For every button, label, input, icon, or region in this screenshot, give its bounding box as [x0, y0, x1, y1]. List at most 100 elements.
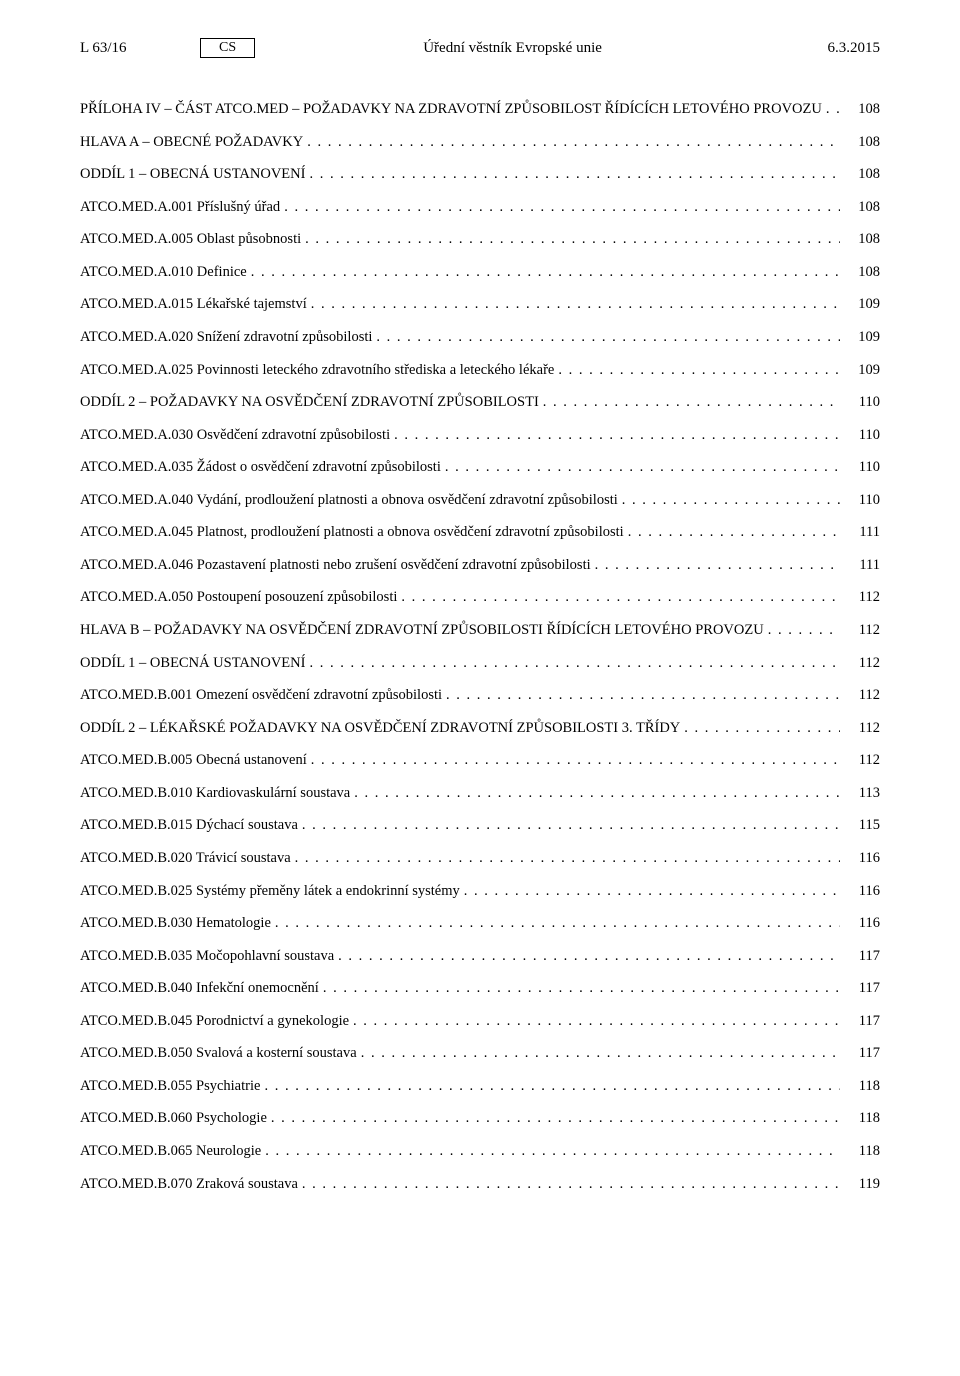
toc-entry-page: 110: [844, 426, 880, 446]
toc-entry-label: ATCO.MED.B.015 Dýchací soustava: [80, 816, 298, 836]
toc-entry-label: ATCO.MED.A.045 Platnost, prodloužení pla…: [80, 523, 624, 543]
toc-entry-label: ATCO.MED.B.040 Infekční onemocnění: [80, 979, 319, 999]
toc-entry-page: 112: [844, 588, 880, 608]
toc-entry-page: 112: [844, 654, 880, 674]
header-left: L 63/16: [80, 40, 180, 57]
toc-leader: [826, 100, 840, 120]
toc-entry-page: 117: [844, 1012, 880, 1032]
toc-entry: HLAVA A – OBECNÉ POŽADAVKY108: [80, 133, 880, 153]
toc-entry: ATCO.MED.A.035 Žádost o osvědčení zdravo…: [80, 458, 880, 478]
toc-entry-label: ATCO.MED.A.046 Pozastavení platnosti neb…: [80, 556, 591, 576]
toc-entry-page: 112: [844, 719, 880, 739]
toc-entry-label: ATCO.MED.B.010 Kardiovaskulární soustava: [80, 784, 350, 804]
toc-leader: [446, 686, 840, 706]
toc-entry-label: ATCO.MED.B.005 Obecná ustanovení: [80, 751, 307, 771]
toc-entry-label: ODDÍL 2 – POŽADAVKY NA OSVĚDČENÍ ZDRAVOT…: [80, 393, 539, 413]
toc-entry: ATCO.MED.B.030 Hematologie116: [80, 914, 880, 934]
toc-entry-label: ATCO.MED.B.025 Systémy přeměny látek a e…: [80, 882, 460, 902]
toc-entry: PŘÍLOHA IV – ČÁST ATCO.MED – POŽADAVKY N…: [80, 100, 880, 120]
toc-entry: ODDÍL 2 – POŽADAVKY NA OSVĚDČENÍ ZDRAVOT…: [80, 393, 880, 413]
toc-leader: [361, 1044, 840, 1064]
toc-entry: ATCO.MED.A.005 Oblast působnosti108: [80, 230, 880, 250]
toc-entry: ODDÍL 1 – OBECNÁ USTANOVENÍ 108: [80, 165, 880, 185]
toc-leader: [251, 263, 840, 283]
toc-entry-page: 116: [844, 849, 880, 869]
toc-entry: ATCO.MED.B.055 Psychiatrie118: [80, 1077, 880, 1097]
toc-entry: HLAVA B – POŽADAVKY NA OSVĚDČENÍ ZDRAVOT…: [80, 621, 880, 641]
toc-entry-label: HLAVA A – OBECNÉ POŽADAVKY: [80, 133, 303, 153]
toc-entry-page: 108: [844, 263, 880, 283]
toc-entry-page: 111: [844, 556, 880, 576]
toc-entry: ATCO.MED.B.035 Močopohlavní soustava 117: [80, 947, 880, 967]
toc-entry-label: HLAVA B – POŽADAVKY NA OSVĚDČENÍ ZDRAVOT…: [80, 621, 764, 641]
toc-entry-page: 108: [844, 165, 880, 185]
toc-leader: [265, 1142, 840, 1162]
toc-entry-label: ATCO.MED.B.065 Neurologie: [80, 1142, 261, 1162]
toc-leader: [543, 393, 840, 413]
toc-entry: ATCO.MED.A.050 Postoupení posouzení způs…: [80, 588, 880, 608]
toc-entry: ODDÍL 1 – OBECNÁ USTANOVENÍ112: [80, 654, 880, 674]
toc-leader: [768, 621, 840, 641]
toc-entry-label: ATCO.MED.B.060 Psychologie: [80, 1109, 267, 1129]
toc-leader: [323, 979, 840, 999]
toc-leader: [595, 556, 840, 576]
toc-entry: ATCO.MED.B.060 Psychologie118: [80, 1109, 880, 1129]
toc-entry-label: ATCO.MED.B.035 Močopohlavní soustava: [80, 947, 334, 967]
toc-entry-page: 118: [844, 1077, 880, 1097]
toc-entry: ATCO.MED.B.050 Svalová a kosterní sousta…: [80, 1044, 880, 1064]
toc-entry: ATCO.MED.B.025 Systémy přeměny látek a e…: [80, 882, 880, 902]
toc-entry-page: 108: [844, 100, 880, 120]
toc-entry-page: 110: [844, 458, 880, 478]
toc-entry-page: 117: [844, 979, 880, 999]
toc-entry-page: 112: [844, 621, 880, 641]
toc-entry-label: ODDÍL 1 – OBECNÁ USTANOVENÍ: [80, 165, 305, 185]
toc-entry: ATCO.MED.B.001 Omezení osvědčení zdravot…: [80, 686, 880, 706]
toc-entry: ATCO.MED.A.030 Osvědčení zdravotní způso…: [80, 426, 880, 446]
toc-entry: ATCO.MED.A.045 Platnost, prodloužení pla…: [80, 523, 880, 543]
toc-leader: [401, 588, 840, 608]
toc-entry-page: 115: [844, 816, 880, 836]
toc-leader: [558, 361, 840, 381]
toc-entry-page: 112: [844, 686, 880, 706]
toc-entry: ATCO.MED.A.025 Povinnosti leteckého zdra…: [80, 361, 880, 381]
toc-entry: ATCO.MED.A.010 Definice 108: [80, 263, 880, 283]
toc-entry: ATCO.MED.A.015 Lékařské tajemství 109: [80, 295, 880, 315]
toc-entry-page: 110: [844, 491, 880, 511]
toc-entry-label: ATCO.MED.A.015 Lékařské tajemství: [80, 295, 307, 315]
toc-entry: ATCO.MED.A.040 Vydání, prodloužení platn…: [80, 491, 880, 511]
toc-leader: [394, 426, 840, 446]
toc-leader: [284, 198, 840, 218]
toc-entry: ATCO.MED.B.070 Zraková soustava119: [80, 1175, 880, 1195]
toc-leader: [338, 947, 840, 967]
toc-entry: ATCO.MED.B.010 Kardiovaskulární soustava…: [80, 784, 880, 804]
toc-leader: [445, 458, 840, 478]
toc-entry: ATCO.MED.B.015 Dýchací soustava 115: [80, 816, 880, 836]
table-of-contents: PŘÍLOHA IV – ČÁST ATCO.MED – POŽADAVKY N…: [80, 100, 880, 1194]
toc-entry-label: ODDÍL 2 – LÉKAŘSKÉ POŽADAVKY NA OSVĚDČEN…: [80, 719, 680, 739]
toc-leader: [464, 882, 840, 902]
toc-entry-page: 116: [844, 882, 880, 902]
toc-leader: [295, 849, 840, 869]
toc-entry-label: ATCO.MED.B.070 Zraková soustava: [80, 1175, 298, 1195]
toc-entry-page: 109: [844, 295, 880, 315]
toc-leader: [307, 133, 840, 153]
toc-entry-label: ATCO.MED.B.030 Hematologie: [80, 914, 271, 934]
toc-entry-label: ATCO.MED.B.001 Omezení osvědčení zdravot…: [80, 686, 442, 706]
toc-entry-page: 112: [844, 751, 880, 771]
toc-leader: [628, 523, 840, 543]
toc-leader: [376, 328, 840, 348]
toc-entry-label: ATCO.MED.A.035 Žádost o osvědčení zdravo…: [80, 458, 441, 478]
toc-entry: ATCO.MED.B.020 Trávicí soustava 116: [80, 849, 880, 869]
toc-entry-label: ATCO.MED.A.010 Definice: [80, 263, 247, 283]
toc-leader: [622, 491, 840, 511]
toc-entry: ATCO.MED.B.005 Obecná ustanovení 112: [80, 751, 880, 771]
toc-leader: [684, 719, 840, 739]
toc-entry-page: 117: [844, 947, 880, 967]
toc-entry-label: ATCO.MED.B.020 Trávicí soustava: [80, 849, 291, 869]
toc-leader: [271, 1109, 840, 1129]
toc-leader: [309, 165, 840, 185]
toc-entry-page: 117: [844, 1044, 880, 1064]
toc-entry-label: ATCO.MED.A.005 Oblast působnosti: [80, 230, 301, 250]
toc-entry-page: 118: [844, 1142, 880, 1162]
toc-leader: [302, 816, 840, 836]
